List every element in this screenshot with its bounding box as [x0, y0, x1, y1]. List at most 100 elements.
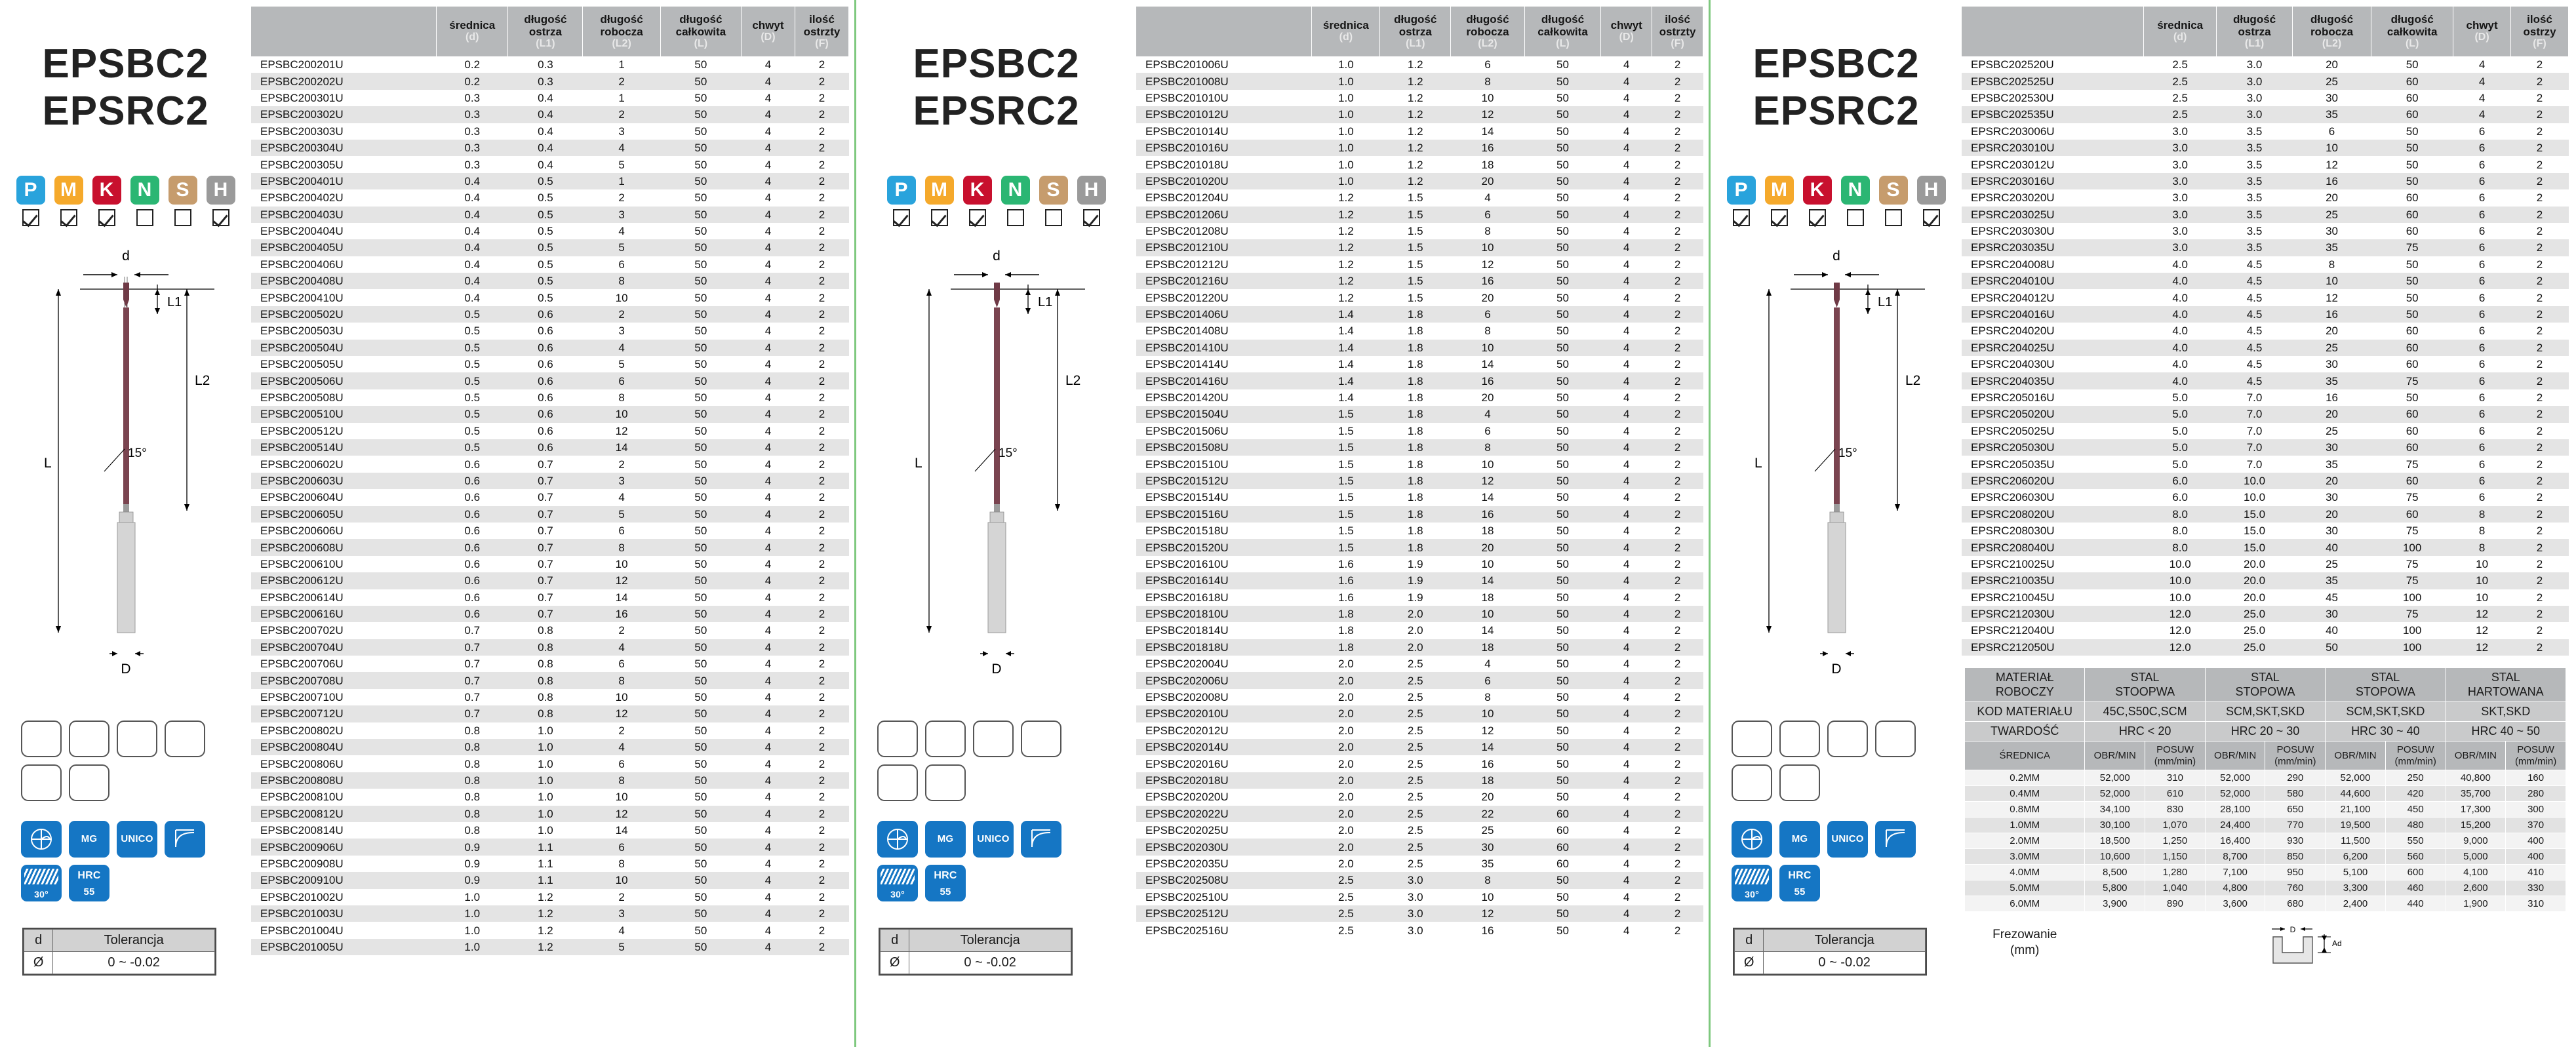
cell-value: 100: [2371, 639, 2453, 656]
cell-value: 50: [660, 572, 742, 589]
cut-cell-value: 280: [2505, 785, 2566, 802]
cut-cell-value: 2,400: [2325, 895, 2386, 912]
cell-value: 4: [1600, 755, 1652, 772]
table-row: EPSBC200302U 0.3 0.4 2 50 4 2: [251, 106, 849, 123]
cell-value: 45: [2292, 589, 2371, 606]
cell-value: 2: [795, 206, 849, 223]
iso-checkbox-s[interactable]: [1884, 208, 1902, 226]
cell-value: 2.0: [1311, 656, 1380, 673]
cell-value: 2.5: [1379, 739, 1451, 756]
iso-checkbox-s[interactable]: [1044, 208, 1062, 226]
cell-value: 4: [741, 672, 795, 689]
table-row: EPSBC200712U 0.7 0.8 12 50 4 2: [251, 705, 849, 722]
iso-checkbox-k[interactable]: [1808, 208, 1826, 226]
cut-cell-diameter: 2.0MM: [1964, 832, 2086, 849]
cell-value: 10: [1450, 705, 1525, 722]
cell-value: 2: [1652, 872, 1703, 889]
cell-value: 0.5: [507, 256, 583, 273]
cell-product-code: EPSRC203006U: [1962, 123, 2144, 140]
cell-value: 2: [1652, 372, 1703, 389]
cell-value: 3: [582, 905, 661, 922]
cell-product-code: EPSBC202022U: [1136, 805, 1312, 822]
iso-checkbox-p[interactable]: [892, 208, 910, 226]
table-row: EPSBC202512U 2.5 3.0 12 50 4 2: [1136, 905, 1703, 922]
cell-value: 8: [2453, 522, 2511, 540]
cell-value: 4: [741, 722, 795, 740]
tool-drawing-1: d L1: [0, 248, 251, 707]
cell-value: 1.5: [1379, 206, 1451, 223]
cell-product-code: EPSBC200408U: [251, 273, 437, 290]
iso-checkbox-s[interactable]: [174, 208, 191, 226]
cell-value: 14: [1450, 739, 1525, 756]
cell-value: 4: [1600, 555, 1652, 573]
iso-checkbox-h[interactable]: [212, 208, 229, 226]
cell-value: 1.9: [1379, 555, 1451, 573]
table-row: EPSBC200708U 0.7 0.8 8 50 4 2: [251, 672, 849, 689]
cell-value: 75: [2371, 605, 2453, 623]
cell-value: 0.7: [436, 639, 508, 656]
cell-value: 1.0: [507, 789, 583, 806]
cell-value: 6: [1450, 56, 1525, 73]
iso-checkbox-n[interactable]: [136, 208, 153, 226]
cell-value: 3: [582, 323, 661, 340]
iso-checkbox-h[interactable]: [1082, 208, 1100, 226]
cell-value: 4: [741, 855, 795, 873]
cell-value: 4: [741, 821, 795, 839]
cell-product-code: EPSBC201212U: [1136, 256, 1312, 273]
iso-checkbox-h[interactable]: [1922, 208, 1940, 226]
cell-value: 2: [1652, 273, 1703, 290]
table-row: EPSBC201010U 1.0 1.2 10 50 4 2: [1136, 89, 1703, 107]
cell-value: 60: [2371, 422, 2453, 439]
iso-checkbox-p[interactable]: [22, 208, 39, 226]
cell-value: 0.7: [507, 555, 583, 573]
cell-value: 6: [1450, 422, 1525, 439]
cell-product-code: EPSBC200712U: [251, 705, 437, 722]
cut-cell-diameter: 6.0MM: [1964, 895, 2086, 912]
iso-checkbox-n[interactable]: [1846, 208, 1864, 226]
cell-value: 2: [2510, 73, 2569, 90]
cell-value: 4: [1600, 605, 1652, 623]
cut-subheader-feed: POSUW (mm/min): [2505, 741, 2566, 770]
cell-value: 60: [1524, 805, 1601, 822]
cell-value: 2: [1652, 439, 1703, 456]
cell-value: 0.7: [436, 672, 508, 689]
cell-value: 50: [660, 222, 742, 240]
spec-table-2-head: średnica (d) długość ostrza (L1) długość rob…: [1136, 7, 1703, 56]
cell-value: 50: [1524, 172, 1601, 190]
cell-value: 2: [795, 872, 849, 889]
iso-checkbox-n[interactable]: [1006, 208, 1024, 226]
col-header-flutes: ilość ostrzty (F): [1652, 7, 1703, 56]
iso-checkbox-k[interactable]: [968, 208, 986, 226]
cell-value: 4: [1600, 172, 1652, 190]
iso-checkbox-m[interactable]: [1770, 208, 1788, 226]
cut-material-code: SKT,SKD: [2445, 701, 2567, 722]
cell-value: 50: [660, 622, 742, 639]
cell-value: 1.0: [436, 905, 508, 922]
cell-value: 50: [1524, 189, 1601, 207]
table-row: EPSBC201006U 1.0 1.2 6 50 4 2: [1136, 56, 1703, 73]
cell-value: 50: [660, 805, 742, 822]
cell-value: 2: [795, 273, 849, 290]
cell-value: 0.7: [436, 656, 508, 673]
iso-letter-badge: P: [886, 175, 916, 205]
iso-checkbox-k[interactable]: [98, 208, 115, 226]
cell-value: 4: [2453, 106, 2511, 123]
iso-checkbox-m[interactable]: [60, 208, 77, 226]
cell-value: 0.5: [436, 372, 508, 389]
cell-product-code: EPSBC200810U: [251, 789, 437, 806]
cell-value: 0.5: [507, 273, 583, 290]
table-row: EPSBC200201U 0.2 0.3 1 50 4 2: [251, 56, 849, 73]
iso-checkbox-p[interactable]: [1732, 208, 1750, 226]
cell-value: 2: [795, 555, 849, 573]
cell-value: 2.0: [1311, 755, 1380, 772]
svg-text:15°: 15°: [128, 446, 147, 460]
iso-material-k: K: [1802, 175, 1832, 226]
cell-value: 50: [1524, 106, 1601, 123]
iso-checkbox-m[interactable]: [930, 208, 948, 226]
cell-value: 2.5: [1379, 839, 1451, 856]
cell-product-code: EPSBC200603U: [251, 472, 437, 490]
cell-value: 50: [660, 789, 742, 806]
cell-value: 2: [582, 306, 661, 323]
cell-value: 2.5: [1379, 772, 1451, 789]
hardness-badge: HRC 55: [1779, 864, 1820, 901]
